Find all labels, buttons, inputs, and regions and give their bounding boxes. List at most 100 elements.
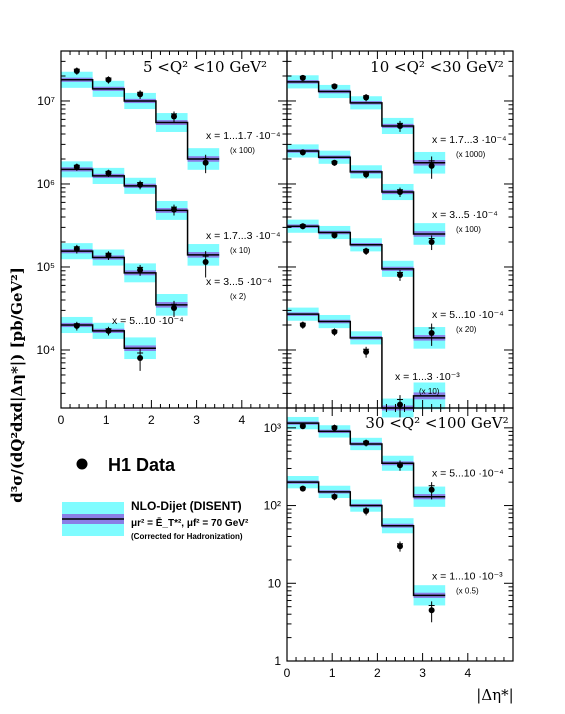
data-point — [331, 83, 338, 90]
series-label: x = 3...5 ·10⁻⁴ — [206, 276, 272, 288]
data-point — [137, 355, 144, 362]
data-point — [105, 76, 112, 83]
series-label: x = 3...5 ·10⁻⁴ — [432, 209, 498, 221]
data-point — [105, 170, 112, 177]
data-point — [331, 328, 338, 335]
series-scale-label: (x 10) — [419, 387, 440, 396]
data-point — [331, 493, 338, 500]
legend-data-marker — [76, 458, 88, 470]
series-scale-label: (x 2) — [230, 292, 246, 301]
data-point — [428, 238, 435, 245]
series-label: x = 5...10 ·10⁻⁴ — [432, 468, 504, 480]
panel-q2-10-30: x = 1.7...3 ·10⁻⁴ (x 1000) x = 3...5 ·10⁻⁴… — [286, 50, 514, 418]
panel-title: 5 <Q² <10 GeV² — [143, 58, 267, 76]
data-point — [73, 322, 80, 329]
x-tick-label: 3 — [193, 413, 200, 427]
series-label: x = 1.7...3 ·10⁻⁴ — [206, 230, 281, 242]
y-tick-label: 10² — [264, 499, 281, 513]
data-point — [363, 248, 370, 255]
series-label: x = 5...10 ·10⁻⁴ — [112, 315, 184, 327]
nlo-step-line — [287, 481, 446, 597]
data-point — [299, 485, 306, 492]
series-scale-label: (x 100) — [456, 225, 481, 234]
x-tick-label: 2 — [374, 666, 381, 680]
data-point — [363, 348, 370, 355]
data-point — [331, 424, 338, 431]
y-tick-label: 10⁶ — [37, 177, 55, 191]
x-tick-label: 0 — [284, 666, 291, 680]
x-tick-label: 4 — [238, 413, 245, 427]
data-point — [428, 486, 435, 493]
panel-q2-5-10: x = 1...1.7 ·10⁻⁴ (x 100) x = 1.7...3 ·10⁻… — [36, 50, 288, 427]
panel-title: 10 <Q² <30 GeV² — [370, 58, 504, 76]
nlo-step-line — [287, 81, 446, 164]
x-tick-label: 4 — [464, 666, 471, 680]
data-point — [299, 223, 306, 230]
series-scale-label: (x 0.5) — [456, 586, 479, 595]
y-tick-label: 10⁵ — [37, 260, 55, 274]
data-point — [397, 272, 403, 279]
series-scale-label: (x 10) — [230, 246, 251, 255]
series-label: x = 1...3 ·10⁻³ — [395, 371, 460, 383]
legend-data-label: H1 Data — [108, 455, 176, 475]
legend-correction-label: (Corrected for Hadronization) — [131, 532, 243, 541]
data-point — [299, 149, 306, 156]
data-point — [137, 181, 144, 188]
x-tick-label: 3 — [419, 666, 426, 680]
data-point — [363, 508, 370, 515]
legend-scale-label: μr² = Ē_T*², μf² = 70 GeV² — [131, 517, 249, 529]
data-point — [299, 423, 306, 430]
data-point — [397, 189, 403, 196]
nlo-step-line — [61, 250, 188, 306]
data-point — [299, 321, 306, 328]
data-point — [105, 327, 112, 334]
y-tick-label: 10⁷ — [37, 94, 55, 108]
data-point — [397, 543, 403, 550]
y-tick-label: 10³ — [264, 421, 281, 435]
y-tick-label: 1 — [274, 654, 281, 668]
data-point — [137, 266, 144, 273]
legend-nlo-label: NLO-Dijet (DISENT) — [131, 499, 242, 513]
data-point — [105, 252, 112, 259]
data-point — [299, 74, 306, 81]
data-point — [363, 171, 370, 178]
panel-q2-30-100: x = 5...10 ·10⁻⁴ x = 1...10 ·10⁻³ (x 0.5) 0… — [264, 407, 514, 680]
data-point — [137, 91, 144, 98]
series-label: x = 1...1.7 ·10⁻⁴ — [206, 130, 281, 142]
y-tick-label: 10 — [268, 576, 282, 590]
series-label: x = 1...10 ·10⁻³ — [432, 570, 503, 582]
data-point — [428, 330, 435, 337]
data-point — [331, 159, 338, 166]
data-point — [363, 439, 370, 446]
series-scale-label: (x 1000) — [456, 150, 486, 159]
nlo-step-line — [61, 79, 220, 160]
y-tick-label: 10⁴ — [36, 343, 55, 357]
y-axis-title: d³σ/(dQ²dxd|Δη*|) [pb/GeV²] — [8, 267, 26, 503]
data-point — [171, 206, 177, 213]
data-point — [171, 305, 177, 312]
series-scale-label: (x 20) — [456, 325, 477, 334]
data-point — [202, 258, 209, 265]
x-tick-label: 1 — [103, 413, 110, 427]
data-point — [363, 94, 370, 101]
panel-title: 30 <Q² <100 GeV² — [365, 414, 508, 432]
data-point — [73, 67, 80, 74]
legend: H1 Data NLO-Dijet (DISENT) μr² = Ē_T*², … — [62, 455, 249, 541]
x-tick-label: 2 — [148, 413, 155, 427]
data-point — [397, 122, 403, 129]
data-point — [397, 401, 403, 408]
panel-frame — [286, 407, 514, 662]
series-label: x = 5...10 ·10⁻⁴ — [432, 309, 504, 321]
x-tick-label: 1 — [329, 666, 336, 680]
series-label: x = 1.7...3 ·10⁻⁴ — [432, 134, 507, 146]
data-point — [428, 162, 435, 169]
data-point — [331, 232, 338, 239]
x-axis-title: |Δη*| — [476, 686, 513, 704]
data-point — [73, 245, 80, 252]
series-scale-label: (x 100) — [230, 146, 255, 155]
data-point — [73, 164, 80, 171]
data-point — [428, 607, 435, 614]
data-point — [171, 113, 177, 120]
nlo-step-line — [287, 225, 446, 339]
